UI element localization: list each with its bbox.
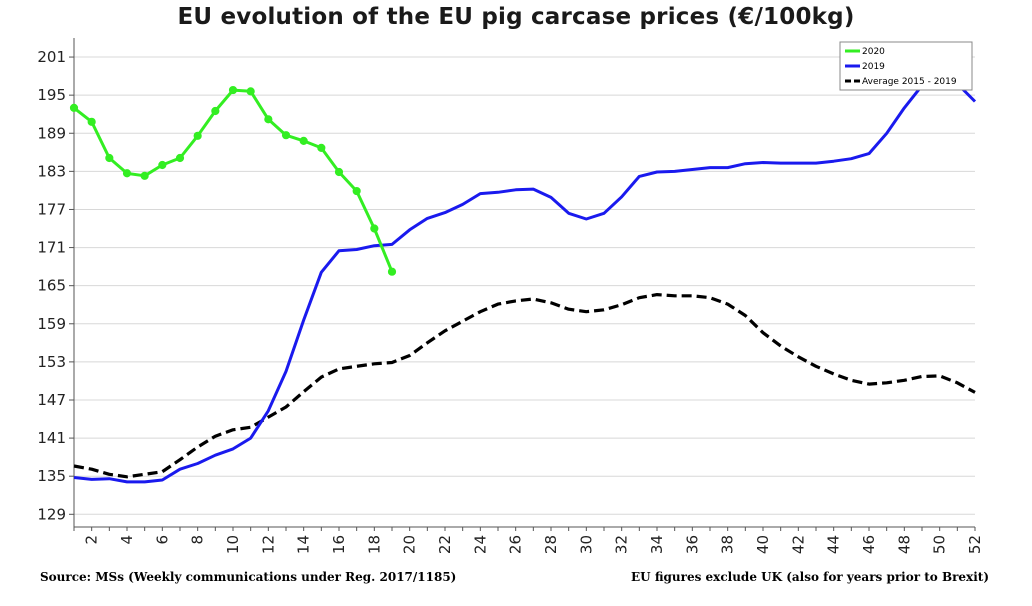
y-tick-label: 141 xyxy=(37,429,66,447)
chart-title: EU evolution of the EU pig carcase price… xyxy=(177,4,855,30)
x-tick-label: 14 xyxy=(295,535,313,554)
legend-label: 2019 xyxy=(862,62,885,72)
data-point-2020 xyxy=(211,106,220,116)
legend-box xyxy=(839,41,973,91)
data-point-2020 xyxy=(317,143,326,152)
source-note: Source: MSs (Weekly communications under… xyxy=(40,570,457,584)
x-tick-label: 26 xyxy=(507,535,525,554)
grid-lines xyxy=(74,56,975,515)
data-point-2020 xyxy=(228,85,238,95)
data-point-2020 xyxy=(87,117,96,126)
x-tick-label: 20 xyxy=(401,535,419,554)
y-tick-label: 171 xyxy=(37,239,66,257)
y-tick-label: 189 xyxy=(37,124,66,142)
x-tick-label: 40 xyxy=(754,535,772,554)
x-tick-label: 34 xyxy=(648,535,666,554)
legend: 2020 2019 Average 2015 - 2019 xyxy=(839,41,973,91)
y-tick-label: 147 xyxy=(37,391,66,409)
legend-label: 2020 xyxy=(862,47,885,57)
data-point-2020 xyxy=(299,136,308,145)
y-tick-label: 183 xyxy=(37,162,66,180)
x-tick-label: 16 xyxy=(330,535,348,554)
series-line-2019 xyxy=(73,76,977,484)
data-point-2020 xyxy=(334,167,344,177)
x-tick-label: 52 xyxy=(966,535,984,554)
data-point-2020 xyxy=(69,103,79,112)
data-point-2020 xyxy=(281,131,291,140)
x-tick-label: 22 xyxy=(436,535,454,554)
data-point-2020 xyxy=(158,160,167,170)
x-tick-label: 10 xyxy=(224,535,242,554)
x-tick-label: 30 xyxy=(577,535,595,554)
x-tick-label: 48 xyxy=(895,535,913,554)
data-point-2020 xyxy=(246,87,255,96)
y-tick-label: 129 xyxy=(37,505,66,523)
series-line-average-2015---2019 xyxy=(73,293,976,479)
data-point-2020 xyxy=(193,131,202,140)
data-point-2020 xyxy=(140,171,149,180)
x-tick-label: 32 xyxy=(613,535,631,554)
data-point-2020 xyxy=(352,186,361,196)
x-tick-label: 24 xyxy=(471,535,489,554)
x-tick-label: 50 xyxy=(931,535,949,554)
data-point-2020 xyxy=(387,267,397,276)
x-tick-label: 38 xyxy=(719,535,737,554)
data-point-2020 xyxy=(105,153,114,163)
y-tick-label: 195 xyxy=(37,86,66,104)
y-tick-label: 153 xyxy=(37,353,66,371)
data-point-2020 xyxy=(175,153,185,163)
x-tick-label: 46 xyxy=(860,535,878,554)
x-tick-label: 18 xyxy=(365,535,383,554)
x-tick-label: 12 xyxy=(259,535,277,554)
data-point-2020 xyxy=(370,224,379,233)
x-tick-label: 36 xyxy=(683,535,701,554)
uk-exclusion-note: EU figures exclude UK (also for years pr… xyxy=(631,570,989,584)
y-tick-label: 177 xyxy=(37,200,66,218)
y-tick-label: 135 xyxy=(37,467,66,485)
x-tick-label: 8 xyxy=(189,535,207,545)
axes xyxy=(69,38,976,531)
x-tick-label: 6 xyxy=(153,535,171,545)
series-lines xyxy=(69,76,977,484)
x-tick-label: 2 xyxy=(83,535,101,545)
data-point-2020 xyxy=(122,169,132,178)
data-point-2020 xyxy=(264,115,273,124)
series-line-2020 xyxy=(73,88,394,273)
x-tick-label: 4 xyxy=(118,535,136,545)
y-tick-label: 165 xyxy=(37,277,66,295)
x-tick-label: 42 xyxy=(789,535,807,554)
x-tick-label: 28 xyxy=(542,535,560,554)
y-tick-label: 159 xyxy=(37,315,66,333)
x-tick-label: 44 xyxy=(825,535,843,554)
tick-labels: 1291351411471531591651711771831891952012… xyxy=(37,48,984,554)
y-tick-label: 201 xyxy=(37,48,66,66)
legend-label: Average 2015 - 2019 xyxy=(862,77,957,87)
